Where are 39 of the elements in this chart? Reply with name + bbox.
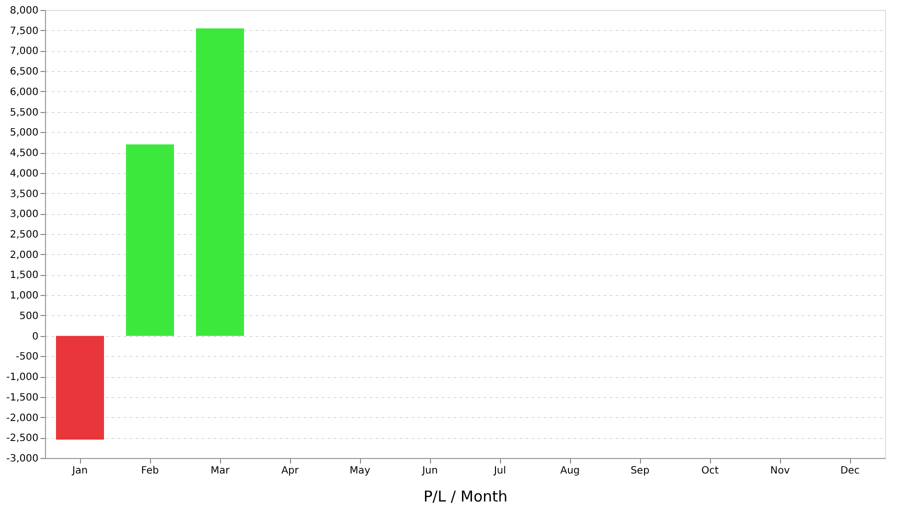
y-tick-label: 6,500 xyxy=(10,66,38,78)
y-tick-label: 8,000 xyxy=(10,6,38,16)
x-tick-label: Jun xyxy=(421,466,438,476)
y-tick-label: 5,500 xyxy=(10,107,38,118)
y-tick-label: 0 xyxy=(32,331,38,342)
y-tick-label: 1,500 xyxy=(10,270,38,282)
y-tick-label: -1,500 xyxy=(6,392,38,404)
bar xyxy=(56,336,104,440)
y-tick-label: -3,000 xyxy=(6,454,38,464)
x-tick-label: Jan xyxy=(71,466,88,476)
bar xyxy=(196,28,244,336)
y-tick-label: 5,000 xyxy=(10,128,38,139)
y-tick-label: -1,000 xyxy=(6,372,38,384)
y-tick-label: 500 xyxy=(19,310,38,322)
y-tick-label: 3,000 xyxy=(10,209,38,220)
x-axis-title: P/L / Month xyxy=(423,488,508,506)
y-tick-label: 7,000 xyxy=(10,46,38,58)
x-tick-label: May xyxy=(350,466,370,476)
x-tick-label: Aug xyxy=(560,466,580,476)
y-tick-label: -2,500 xyxy=(6,433,38,444)
x-tick-label: Oct xyxy=(701,466,719,476)
x-tick-label: Dec xyxy=(840,466,860,476)
bar xyxy=(126,144,174,336)
x-tick-label: Feb xyxy=(141,466,159,476)
x-tick-label: Mar xyxy=(210,466,230,476)
y-tick-label: -500 xyxy=(16,352,38,363)
y-tick-label: -2,000 xyxy=(6,412,38,424)
y-tick-label: 2,500 xyxy=(10,230,38,240)
y-tick-label: 4,000 xyxy=(10,168,38,180)
y-tick-label: 4,500 xyxy=(10,148,38,160)
x-tick-label: Nov xyxy=(770,466,790,476)
y-tick-label: 2,000 xyxy=(10,250,38,261)
y-tick-label: 1,000 xyxy=(10,290,38,302)
x-tick-label: Apr xyxy=(281,466,300,476)
y-tick-label: 6,000 xyxy=(10,86,38,98)
y-tick-label: 7,500 xyxy=(10,26,38,37)
x-tick-label: Jul xyxy=(492,466,506,476)
x-tick-label: Sep xyxy=(630,466,650,476)
y-tick-label: 3,500 xyxy=(10,188,38,200)
